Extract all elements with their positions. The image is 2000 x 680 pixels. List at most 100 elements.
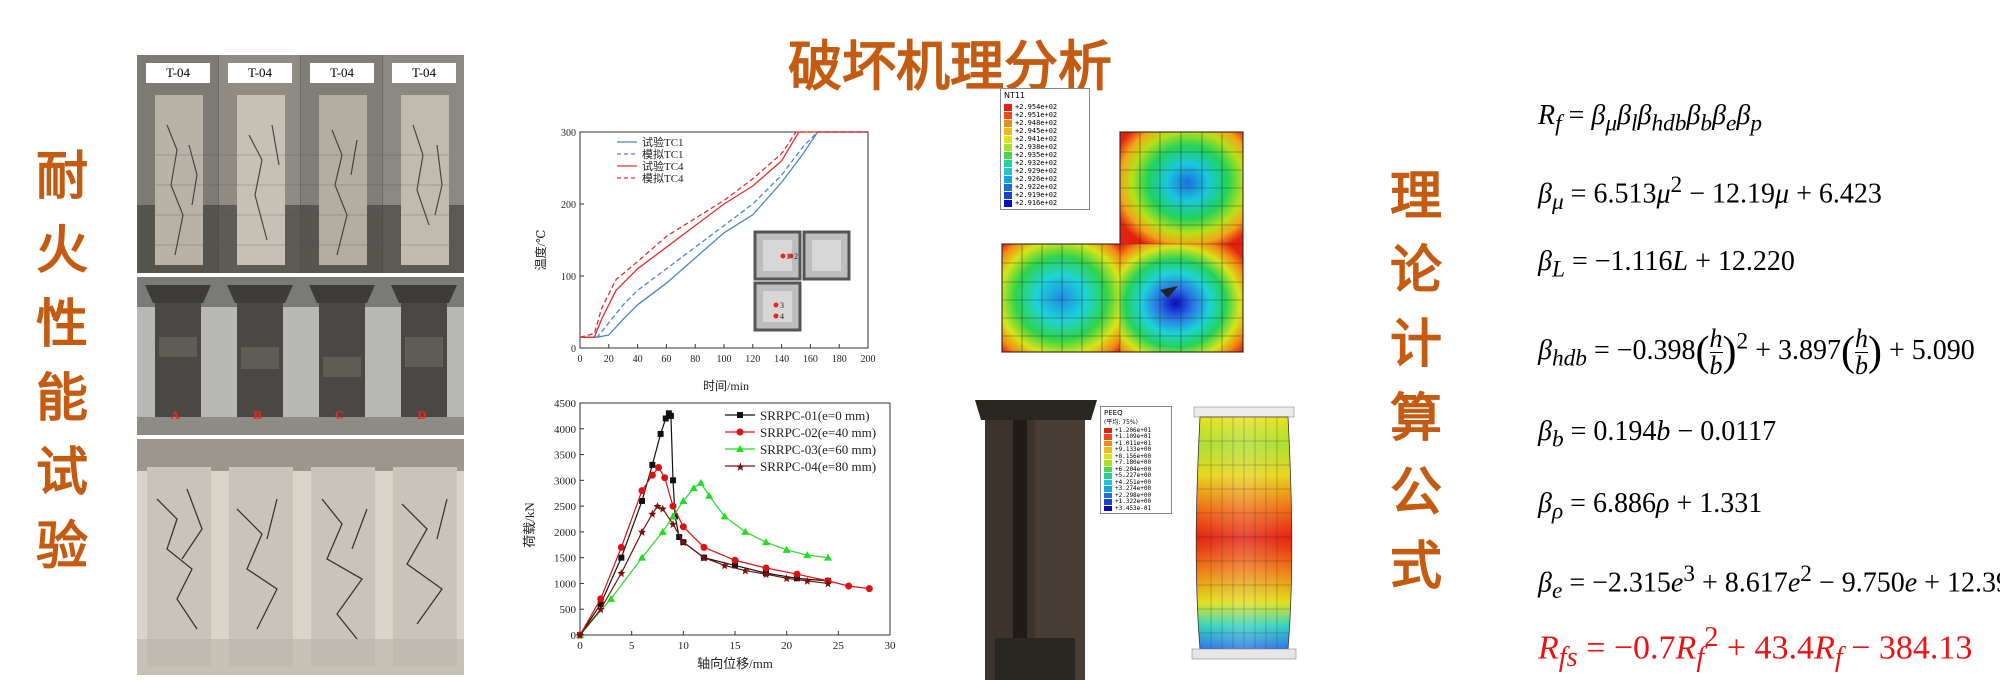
legend-swatch xyxy=(1004,167,1012,175)
legend-label: SRRPC-03(e=60 mm) xyxy=(760,442,876,457)
formula-rfs: Rfs = −0.7Rf2 + 43.4Rf − 384.13 xyxy=(1538,622,1973,674)
legend-value: +2.938e+02 xyxy=(1015,143,1058,151)
temperature-contour-plot xyxy=(1001,131,1244,353)
failed-column-photo xyxy=(975,398,1100,680)
legend-row: +2.929e+02 xyxy=(1004,167,1057,175)
data-point xyxy=(669,520,677,529)
legend-swatch xyxy=(1104,447,1112,453)
right-char: 理 xyxy=(1389,167,1442,227)
legend-row: +3.274e+00 xyxy=(1104,485,1151,492)
specimen-tag: T-04 xyxy=(146,63,210,83)
legend-swatch xyxy=(1004,135,1012,143)
legend-value: +5.227e+00 xyxy=(1115,472,1152,480)
legend-row: +2.932e+02 xyxy=(1004,159,1057,167)
specimen-letter: A xyxy=(171,409,180,422)
chart-y-axis-label: 荷载/kN xyxy=(522,502,537,548)
legend-value: +8.156e+00 xyxy=(1115,452,1152,460)
data-point xyxy=(696,478,705,486)
legend-swatch xyxy=(1104,434,1112,440)
legend-label: 试验TC1 xyxy=(642,135,684,149)
y-tick-label: 2500 xyxy=(554,501,577,513)
formula-beta-l: βL = −1.116L + 12.220 xyxy=(1538,246,1795,283)
legend-value: +1.206e+01 xyxy=(1115,426,1152,434)
series-line xyxy=(579,412,829,636)
legend-swatch xyxy=(1104,440,1112,446)
data-point xyxy=(648,471,656,479)
legend-row: +2.951e+02 xyxy=(1004,111,1057,119)
data-point xyxy=(700,543,708,551)
legend-value: +2.948e+02 xyxy=(1015,119,1058,127)
specimen-photo-collage: T-04 T-04 T-04 T-04 A B C D xyxy=(137,55,464,675)
data-point xyxy=(655,463,663,471)
legend-value: +2.932e+02 xyxy=(1015,159,1058,167)
data-point xyxy=(824,553,832,561)
legend-row: +6.204e+00 xyxy=(1104,466,1151,473)
left-char: 耐 xyxy=(35,147,88,207)
data-point xyxy=(803,576,812,585)
specimen-letter: D xyxy=(417,409,427,422)
legend-value: +4.251e+00 xyxy=(1115,478,1152,486)
temperature-time-chart: 0 20 40 60 80 100 120 140 160 180 200 0 100 200 300 时间… xyxy=(533,128,876,393)
legend-row: +2.938e+02 xyxy=(1004,143,1057,151)
legend-label: 模拟TC1 xyxy=(642,147,684,161)
data-point xyxy=(576,631,584,639)
data-point xyxy=(669,512,677,520)
legend-value: +2.945e+02 xyxy=(1015,127,1058,135)
data-point xyxy=(720,512,729,520)
right-vertical-caption: 理 论 计 算 公 式 xyxy=(1386,160,1446,604)
data-point xyxy=(845,582,853,590)
data-point xyxy=(638,553,646,561)
legend-row: +2.945e+02 xyxy=(1004,127,1057,135)
right-char: 计 xyxy=(1389,315,1442,375)
legend-marker xyxy=(736,428,744,436)
data-point xyxy=(638,527,646,536)
x-tick-label: 30 xyxy=(885,640,897,652)
data-point xyxy=(669,502,677,510)
x-tick-label: 160 xyxy=(803,354,818,365)
legend-value: +2.951e+02 xyxy=(1015,111,1058,119)
legend-row: +2.298e+00 xyxy=(1104,492,1151,499)
legend-value: +1.109e+01 xyxy=(1115,433,1152,441)
data-point xyxy=(865,585,873,593)
data-point xyxy=(667,412,674,419)
legend-row: +3.453e-01 xyxy=(1104,505,1151,512)
data-point xyxy=(638,487,646,495)
legend-value: +2.935e+02 xyxy=(1015,151,1058,159)
x-tick-label: 140 xyxy=(774,354,789,365)
x-tick-label: 15 xyxy=(730,640,742,652)
x-tick-label: 0 xyxy=(577,640,583,652)
legend-value: +1.322e+00 xyxy=(1115,498,1152,506)
data-point xyxy=(793,570,801,578)
formula-beta-e: βe = −2.315e3 + 8.617e2 − 9.750e + 12.39… xyxy=(1538,561,2000,604)
right-char: 公 xyxy=(1389,463,1442,523)
y-tick-label: 100 xyxy=(561,272,576,283)
legend-row: +2.916e+02 xyxy=(1004,199,1057,207)
specimen-tag: T-04 xyxy=(310,63,374,83)
x-tick-label: 100 xyxy=(717,354,732,365)
series-line xyxy=(580,131,868,338)
data-point xyxy=(662,415,669,422)
data-point xyxy=(689,484,698,492)
data-point xyxy=(679,523,687,531)
legend-swatch xyxy=(1004,159,1012,167)
legend-row: +5.227e+00 xyxy=(1104,472,1152,480)
x-tick-label: 80 xyxy=(690,354,700,365)
legend-value: +2.298e+00 xyxy=(1115,491,1152,499)
legend-swatch xyxy=(1004,127,1012,135)
data-point xyxy=(782,574,791,583)
data-point xyxy=(597,601,604,608)
data-point xyxy=(803,551,812,559)
legend-swatch xyxy=(1004,151,1012,159)
y-tick-label: 4500 xyxy=(554,398,577,410)
x-tick-label: 60 xyxy=(661,354,671,365)
page-title: 破坏机理分析 xyxy=(788,35,1112,98)
legend-marker xyxy=(736,445,744,452)
legend-value: +2.941e+02 xyxy=(1015,135,1058,143)
legend-value: +3.453e-01 xyxy=(1115,504,1152,512)
legend-swatch xyxy=(1004,143,1012,151)
chart-x-axis-label: 时间/min xyxy=(703,379,749,393)
thermocouple-label: 1 xyxy=(786,252,790,261)
legend-swatch xyxy=(1004,119,1012,127)
formula-beta-rho: βρ = 6.886ρ + 1.331 xyxy=(1538,488,1763,525)
legend-value: +2.926e+02 xyxy=(1015,175,1058,183)
